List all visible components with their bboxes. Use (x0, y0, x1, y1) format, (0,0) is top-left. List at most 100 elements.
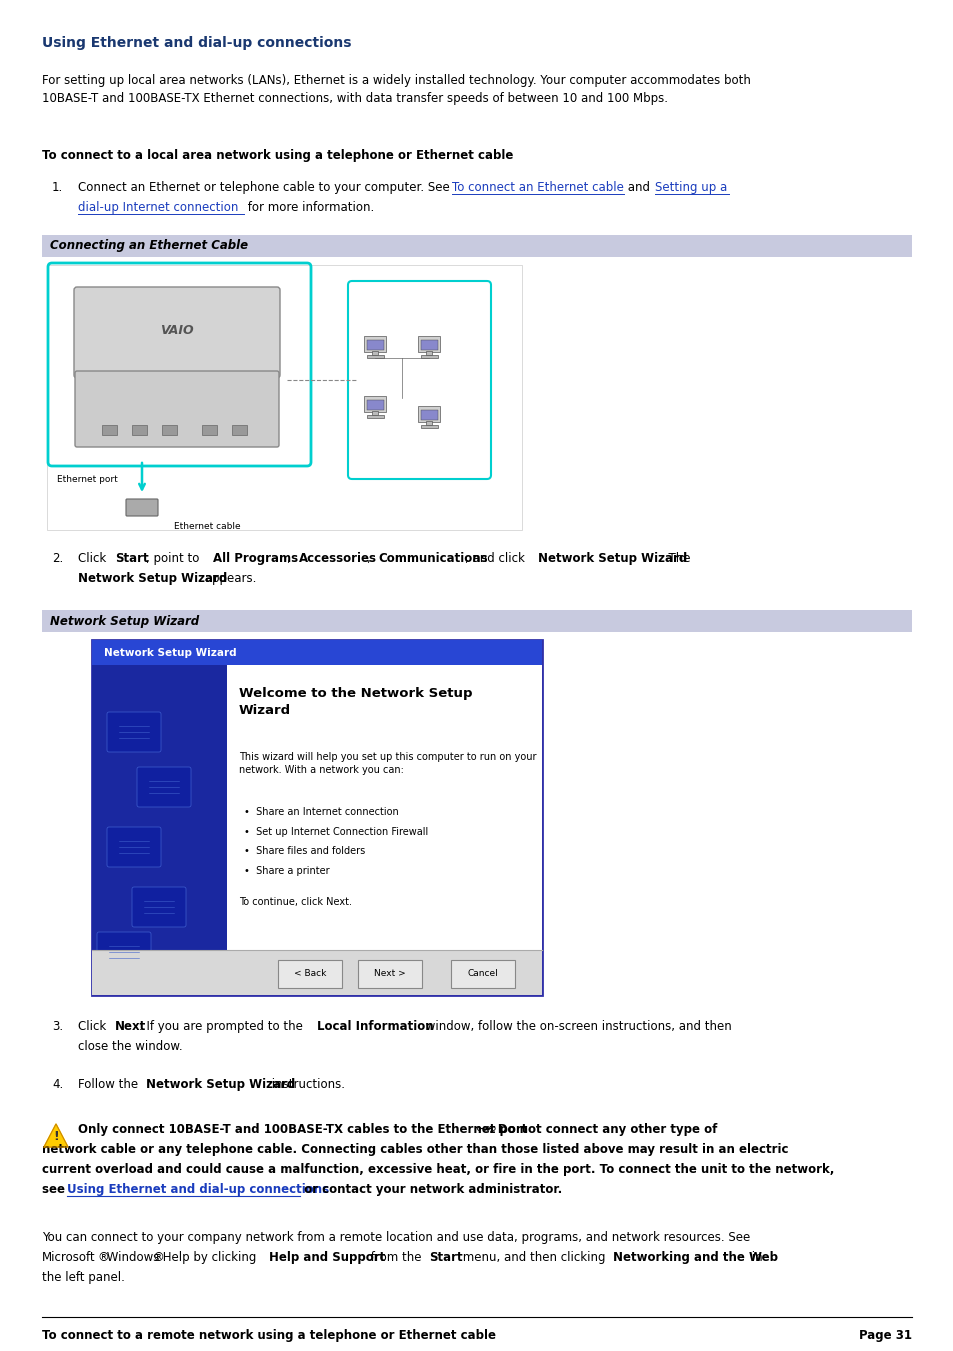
FancyBboxPatch shape (75, 372, 278, 447)
Text: •  Share files and folders: • Share files and folders (244, 846, 365, 857)
Text: For setting up local area networks (LANs), Ethernet is a widely installed techno: For setting up local area networks (LANs… (42, 74, 750, 105)
Text: window, follow the on-screen instructions, and then: window, follow the on-screen instruction… (421, 1020, 731, 1034)
Text: Using Ethernet and dial-up connections: Using Ethernet and dial-up connections (67, 1183, 329, 1196)
Bar (366, 339, 383, 350)
Text: Next: Next (114, 1020, 146, 1034)
Bar (366, 400, 383, 409)
Text: This wizard will help you set up this computer to run on your
network. With a ne: This wizard will help you set up this co… (239, 753, 536, 775)
FancyBboxPatch shape (277, 961, 341, 988)
Text: Windows: Windows (103, 1251, 159, 1265)
Bar (91, 640, 541, 665)
Text: Cancel: Cancel (467, 970, 497, 978)
Bar (417, 407, 439, 422)
Bar (202, 426, 216, 435)
Bar (363, 396, 386, 412)
Text: Next >: Next > (374, 970, 405, 978)
Text: To connect to a remote network using a telephone or Ethernet cable: To connect to a remote network using a t… (42, 1329, 496, 1342)
FancyBboxPatch shape (47, 265, 521, 530)
Bar (372, 351, 378, 355)
Text: •  Set up Internet Connection Firewall: • Set up Internet Connection Firewall (244, 827, 428, 836)
Text: current overload and could cause a malfunction, excessive heat, or fire in the p: current overload and could cause a malfu… (42, 1163, 834, 1175)
Bar (91, 640, 541, 994)
Text: dial-up Internet connection: dial-up Internet connection (78, 201, 238, 213)
FancyBboxPatch shape (42, 235, 911, 257)
Text: Welcome to the Network Setup
Wizard: Welcome to the Network Setup Wizard (239, 688, 472, 717)
FancyBboxPatch shape (42, 611, 911, 632)
Text: 3.: 3. (52, 1020, 63, 1034)
Text: see: see (42, 1183, 69, 1196)
Bar (102, 426, 117, 435)
Text: Start: Start (428, 1251, 462, 1265)
Text: •  Share a printer: • Share a printer (244, 866, 330, 875)
Text: Networking and the Web: Networking and the Web (612, 1251, 777, 1265)
Text: . The: . The (660, 553, 690, 565)
Text: . If you are prompted to the: . If you are prompted to the (139, 1020, 307, 1034)
Text: network cable or any telephone cable. Connecting cables other than those listed : network cable or any telephone cable. Co… (42, 1143, 788, 1156)
Text: Follow the: Follow the (78, 1078, 142, 1092)
Text: Accessories: Accessories (298, 553, 376, 565)
Bar (132, 426, 147, 435)
Text: . Do not connect any other type of: . Do not connect any other type of (489, 1123, 717, 1136)
Text: the left panel.: the left panel. (42, 1271, 125, 1283)
Bar (372, 411, 378, 415)
Bar (425, 351, 432, 355)
Text: Microsoft: Microsoft (42, 1251, 95, 1265)
Text: ®: ® (152, 1251, 164, 1265)
Text: Connecting an Ethernet Cable: Connecting an Ethernet Cable (50, 239, 248, 253)
Bar (420, 409, 437, 420)
Text: Network Setup Wizard: Network Setup Wizard (50, 615, 199, 627)
Text: ®: ® (97, 1251, 109, 1265)
Text: All Programs: All Programs (213, 553, 298, 565)
Bar (91, 665, 227, 950)
Text: ,: , (366, 553, 374, 565)
Text: Help by clicking: Help by clicking (158, 1251, 259, 1265)
Bar (162, 426, 177, 435)
Text: < Back: < Back (294, 970, 326, 978)
Text: 2.: 2. (52, 553, 63, 565)
Bar (366, 415, 383, 419)
Text: ,: , (287, 553, 294, 565)
FancyBboxPatch shape (97, 932, 151, 971)
Text: in: in (747, 1251, 761, 1265)
Text: Network Setup Wizard: Network Setup Wizard (146, 1078, 294, 1092)
Text: Page 31: Page 31 (858, 1329, 911, 1342)
Text: •  Share an Internet connection: • Share an Internet connection (244, 807, 398, 817)
Text: To continue, click Next.: To continue, click Next. (239, 897, 352, 907)
Text: Start: Start (114, 553, 149, 565)
Text: Network Setup Wizard: Network Setup Wizard (537, 553, 687, 565)
Text: or contact your network administrator.: or contact your network administrator. (299, 1183, 561, 1196)
Bar (227, 665, 541, 950)
FancyBboxPatch shape (74, 286, 280, 378)
Text: Network Setup Wizard: Network Setup Wizard (104, 647, 236, 658)
Text: Communications: Communications (378, 553, 488, 565)
FancyBboxPatch shape (451, 961, 515, 988)
Text: Connect an Ethernet or telephone cable to your computer. See: Connect an Ethernet or telephone cable t… (78, 181, 453, 195)
Text: for more information.: for more information. (244, 201, 374, 213)
Text: ⚯⚯: ⚯⚯ (476, 1123, 497, 1136)
FancyBboxPatch shape (107, 827, 161, 867)
Text: and: and (623, 181, 654, 195)
Bar (420, 355, 437, 358)
Text: Click: Click (78, 553, 110, 565)
Text: VAIO: VAIO (160, 323, 193, 336)
Text: appears.: appears. (200, 571, 256, 585)
Text: Network Setup Wizard: Network Setup Wizard (78, 571, 227, 585)
Text: from the: from the (367, 1251, 425, 1265)
Text: You can connect to your company network from a remote location and use data, pro: You can connect to your company network … (42, 1231, 749, 1244)
FancyBboxPatch shape (126, 499, 158, 516)
Text: 4.: 4. (52, 1078, 63, 1092)
Bar (417, 336, 439, 351)
FancyBboxPatch shape (137, 767, 191, 807)
Text: , and click: , and click (464, 553, 528, 565)
Bar (420, 426, 437, 428)
Text: , point to: , point to (146, 553, 202, 565)
Bar (363, 336, 386, 351)
Text: !: ! (53, 1131, 59, 1143)
Text: 1.: 1. (52, 181, 63, 195)
Text: Using Ethernet and dial-up connections: Using Ethernet and dial-up connections (42, 36, 351, 50)
Bar (232, 426, 247, 435)
Text: Ethernet port: Ethernet port (57, 476, 117, 484)
FancyBboxPatch shape (132, 888, 186, 927)
Text: Ethernet cable: Ethernet cable (173, 521, 240, 531)
Text: instructions.: instructions. (268, 1078, 345, 1092)
